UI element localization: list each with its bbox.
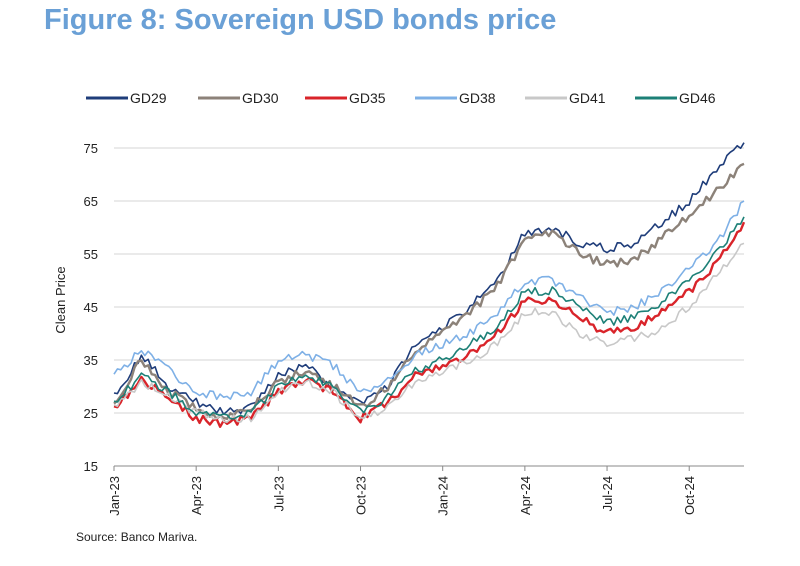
series-line-gd41	[113, 242, 745, 423]
legend-label-gd38: GD38	[459, 90, 496, 106]
x-tick-label: Jan-24	[436, 476, 451, 516]
legend: GD29 GD30 GD35 GD38 GD41 GD46	[86, 90, 716, 106]
y-tick-label: 75	[84, 141, 98, 156]
series-line-gd30	[113, 162, 745, 421]
grid-layer	[114, 147, 744, 467]
chart-title: Figure 8: Sovereign USD bonds price	[44, 4, 557, 36]
legend-label-gd46: GD46	[679, 90, 716, 106]
y-tick-label: 35	[84, 353, 98, 368]
x-tick-label: Jan-23	[107, 476, 122, 516]
x-tick-label: Jul-23	[271, 476, 286, 511]
y-tick-label: 25	[84, 406, 98, 421]
x-tick-label: Oct-24	[682, 476, 697, 515]
axis-layer: 15 25 35 45 55 65 75 Jan-23 Apr-23 Jul-23 Oct-23 Ja…	[84, 141, 698, 516]
y-tick-label: 15	[84, 459, 98, 474]
x-tick-label: Apr-23	[189, 476, 204, 515]
legend-label-gd30: GD30	[242, 90, 279, 106]
y-tick-label: 45	[84, 300, 98, 315]
series-line-gd46	[113, 216, 745, 420]
series-line-gd38	[113, 200, 745, 401]
series-layer	[113, 142, 746, 428]
series-line-gd29	[113, 142, 745, 416]
x-tick-label: Oct-23	[354, 476, 369, 515]
x-tick-label: Apr-24	[518, 476, 533, 515]
legend-label-gd29: GD29	[130, 90, 167, 106]
series-line-gd35	[113, 221, 746, 428]
legend-label-gd41: GD41	[569, 90, 606, 106]
y-tick-label: 65	[84, 194, 98, 209]
y-tick-label: 55	[84, 247, 98, 262]
x-tick-label: Jul-24	[600, 476, 615, 511]
legend-label-gd35: GD35	[349, 90, 386, 106]
source-note: Source: Banco Mariva.	[76, 530, 198, 544]
y-axis-label: Clean Price	[53, 266, 68, 333]
